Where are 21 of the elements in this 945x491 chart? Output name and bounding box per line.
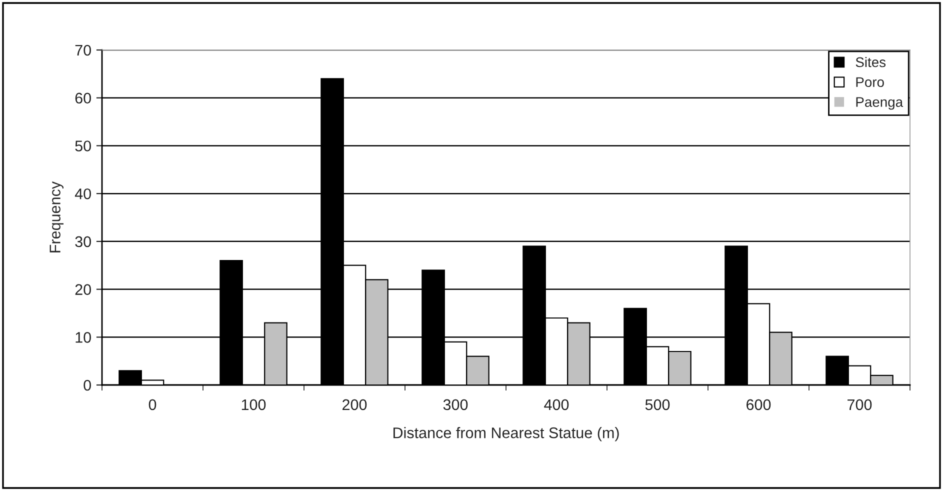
y-tick-label: 10 xyxy=(76,332,91,343)
y-tick-label: 70 xyxy=(75,44,91,56)
y-tick-label: 0 xyxy=(84,380,91,391)
y-tick-label: 30 xyxy=(75,236,91,248)
y-tick-label: 60 xyxy=(75,92,91,104)
x-tick-label: 400 xyxy=(544,399,569,410)
y-axis-title: Frequency xyxy=(50,181,64,252)
x-axis-title: Distance from Nearest Statue (m) xyxy=(393,427,619,442)
x-tick-label: 500 xyxy=(645,399,670,410)
legend-label: Sites xyxy=(856,56,886,68)
legend-label: Paenga xyxy=(856,97,904,110)
x-tick-label: 700 xyxy=(848,399,872,410)
x-tick-label: 100 xyxy=(242,399,266,410)
x-tick-label: 0 xyxy=(148,399,156,410)
legend-label: Poro xyxy=(856,77,884,88)
x-tick-label: 300 xyxy=(443,399,468,410)
x-tick-label: 200 xyxy=(342,399,367,410)
x-tick-label: 600 xyxy=(746,399,771,410)
y-tick-label: 40 xyxy=(74,188,91,200)
y-tick-label: 20 xyxy=(75,284,91,295)
y-tick-label: 50 xyxy=(75,140,91,152)
